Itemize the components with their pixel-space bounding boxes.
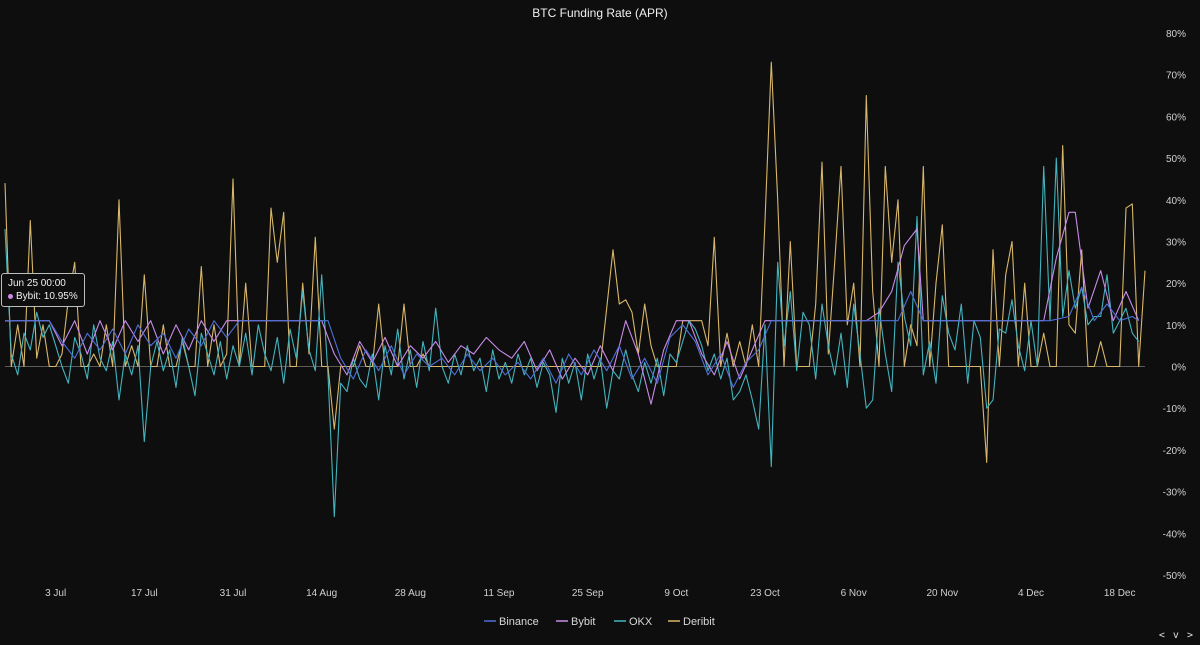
- hover-tooltip: Jun 25 00:00 Bybit: 10.95%: [1, 273, 85, 307]
- y-axis: 80% 70% 60% 50% 40% 30% 20% 10% 0% -10% -20% -30% -4…: [1163, 29, 1186, 582]
- legend-item-binance[interactable]: Binance: [484, 616, 539, 628]
- x-tick-label: 9 Oct: [664, 588, 688, 599]
- tooltip-row: Bybit: 10.95%: [8, 290, 78, 303]
- series-layer: [4, 61, 1146, 518]
- x-tick-label: 4 Dec: [1018, 588, 1044, 599]
- x-axis: 3 Jul 17 Jul 31 Jul 14 Aug 28 Aug 11 Sep 25 Se…: [45, 588, 1135, 599]
- y-tick-label: -40%: [1163, 529, 1186, 540]
- y-tick-label: -30%: [1163, 488, 1186, 499]
- y-tick-label: 60%: [1166, 112, 1186, 123]
- x-tick-label: 14 Aug: [306, 588, 337, 599]
- x-tick-label: 11 Sep: [484, 588, 515, 599]
- y-tick-label: -10%: [1163, 404, 1186, 415]
- tooltip-date: Jun 25 00:00: [8, 278, 66, 289]
- x-tick-label: 28 Aug: [395, 588, 426, 599]
- legend-label: Binance: [499, 616, 539, 628]
- y-tick-label: 80%: [1166, 29, 1186, 40]
- legend-item-okx[interactable]: OKX: [614, 616, 653, 628]
- x-tick-label: 23 Oct: [750, 588, 780, 599]
- tooltip-series-name: Bybit: [16, 291, 39, 302]
- y-tick-label: -20%: [1163, 446, 1186, 457]
- x-tick-label: 31 Jul: [220, 588, 247, 599]
- legend-label: OKX: [629, 616, 653, 628]
- series-line-deribit: [4, 61, 1146, 463]
- y-tick-label: -50%: [1163, 571, 1186, 582]
- y-tick-label: 70%: [1166, 71, 1186, 82]
- legend-item-deribit[interactable]: Deribit: [668, 616, 715, 628]
- legend-label: Deribit: [683, 616, 715, 628]
- y-tick-label: 30%: [1166, 237, 1186, 248]
- y-tick-label: 0%: [1172, 363, 1187, 374]
- legend-item-bybit[interactable]: Bybit: [556, 616, 595, 628]
- x-tick-label: 17 Jul: [131, 588, 158, 599]
- tooltip-series-dot: [8, 293, 13, 299]
- chart-title: BTC Funding Rate (APR): [532, 6, 667, 20]
- y-tick-label: 50%: [1166, 154, 1186, 165]
- series-line-binance: [5, 286, 1140, 388]
- x-tick-label: 3 Jul: [45, 588, 66, 599]
- chart-navigation-controls[interactable]: < v >: [1158, 630, 1194, 641]
- series-line-okx: [4, 157, 1140, 518]
- y-tick-label: 10%: [1166, 321, 1186, 332]
- x-tick-label: 20 Nov: [926, 588, 958, 599]
- legend-label: Bybit: [571, 616, 595, 628]
- x-tick-label: 18 Dec: [1104, 588, 1136, 599]
- tooltip-value: 10.95%: [43, 291, 78, 302]
- legend[interactable]: Binance Bybit OKX Deribit: [484, 616, 715, 628]
- x-tick-label: 25 Sep: [572, 588, 604, 599]
- y-tick-label: 40%: [1166, 196, 1186, 207]
- y-tick-label: 20%: [1166, 279, 1186, 290]
- x-tick-label: 6 Nov: [841, 588, 867, 599]
